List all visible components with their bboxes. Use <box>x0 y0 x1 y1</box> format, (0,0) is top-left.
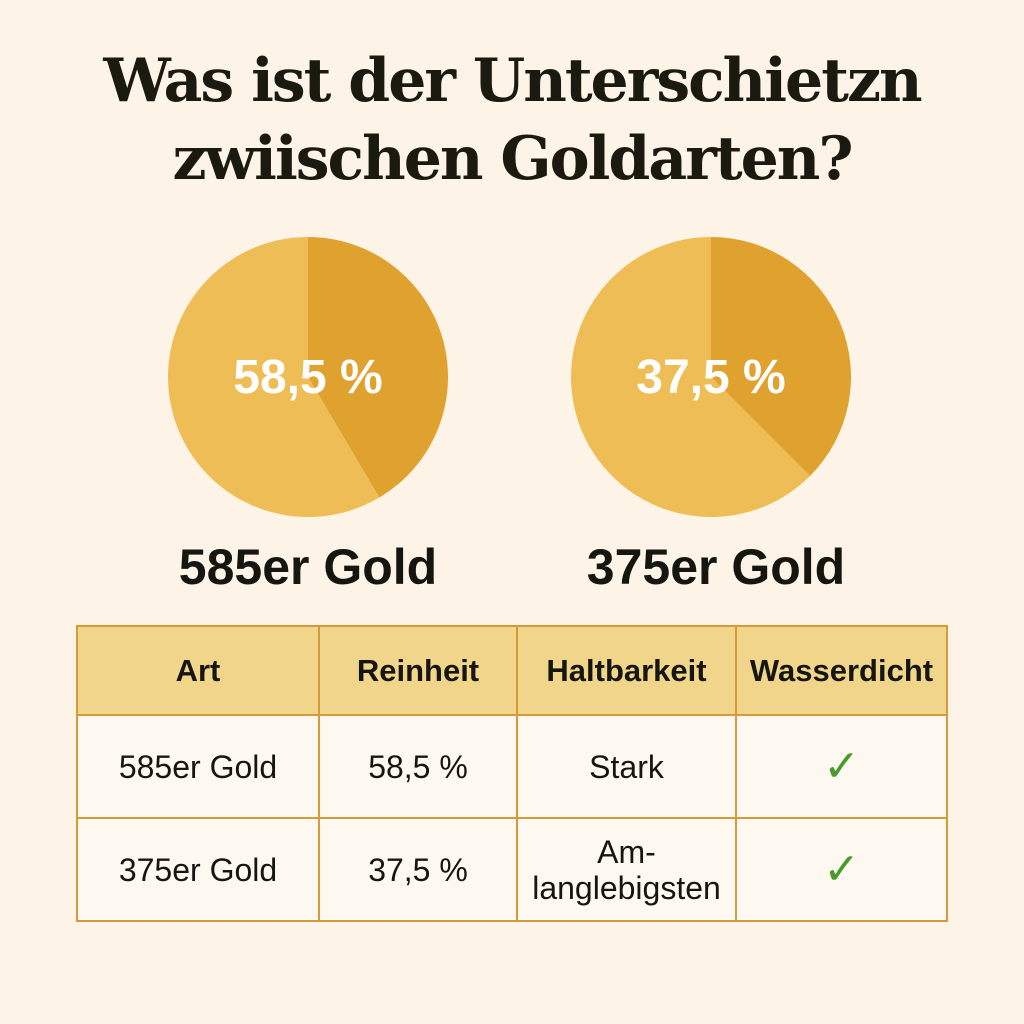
cell-haltbarkeit: Stark <box>516 714 737 819</box>
page-title: Was ist der Unterschietzn zwiischen Gold… <box>0 42 1024 198</box>
header-wasserdicht: Wasserdicht <box>735 625 948 716</box>
check-icon: ✓ <box>735 714 948 819</box>
table-row: 585er Gold 58,5 % Stark ✓ <box>76 714 948 819</box>
pie-slice <box>308 237 448 498</box>
cell-reinheit: 37,5 % <box>318 817 518 922</box>
title-line-1: Was ist der Unterschietzn <box>103 46 922 116</box>
cell-art: 375er Gold <box>76 817 320 922</box>
pie-chart-375 <box>570 237 851 517</box>
comparison-table: Art Reinheit Haltbarkeit Wasserdicht 585… <box>76 625 948 922</box>
title-line-2: zwiischen Goldarten? <box>172 124 853 194</box>
pie-chart-585 <box>167 237 448 517</box>
cell-haltbarkeit: Am- langlebigsten <box>516 817 737 922</box>
table-header-row: Art Reinheit Haltbarkeit Wasserdicht <box>76 625 948 716</box>
pie-label-375: 37,5 % <box>636 351 785 404</box>
pie-charts: 58,5 % 37,5 % <box>167 237 851 517</box>
caption-375: 375er Gold <box>586 539 846 595</box>
caption-585: 585er Gold <box>178 539 438 595</box>
header-haltbarkeit: Haltbarkeit <box>516 625 737 716</box>
header-art: Art <box>76 625 320 716</box>
header-reinheit: Reinheit <box>318 625 518 716</box>
check-icon: ✓ <box>735 817 948 922</box>
cell-reinheit: 58,5 % <box>318 714 518 819</box>
cell-art: 585er Gold <box>76 714 320 819</box>
pie-slice <box>711 237 851 476</box>
pie-slice <box>570 237 810 517</box>
pie-slice <box>167 237 380 517</box>
pie-label-585: 58,5 % <box>233 351 382 404</box>
table-row: 375er Gold 37,5 % Am- langlebigsten ✓ <box>76 817 948 922</box>
